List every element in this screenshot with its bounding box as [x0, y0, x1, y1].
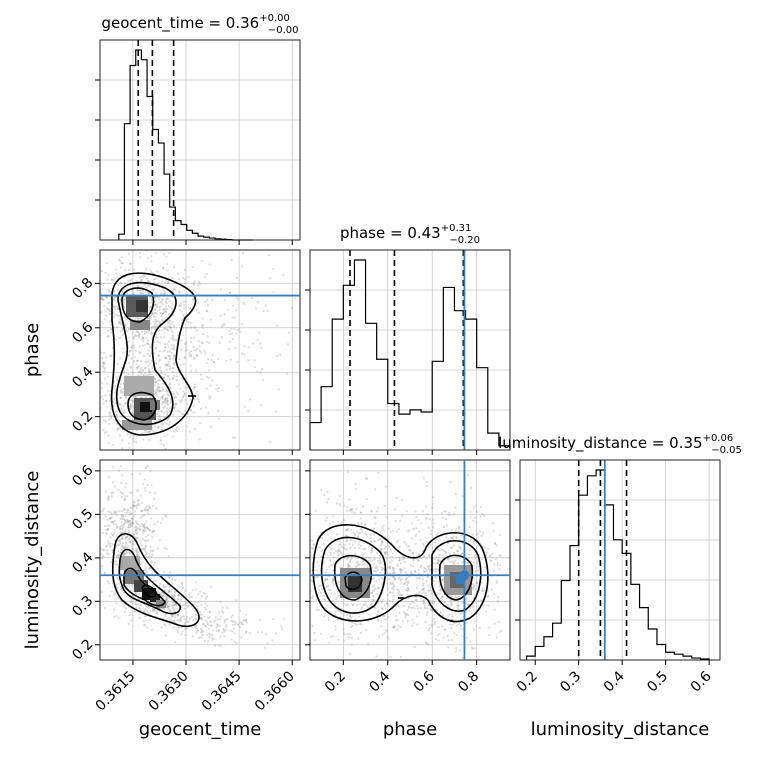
x-tick-label: 0.3 [557, 668, 584, 695]
x-tick-label: 0.3615 [93, 668, 139, 714]
y-tick-label: 0.5 [69, 506, 96, 533]
density-cell [156, 600, 166, 608]
scatter-phase-luminosity_distance [310, 460, 503, 660]
density-cell [122, 420, 152, 430]
scatter-geocent_time-luminosity_distance [100, 464, 285, 649]
grid-lines [310, 250, 510, 450]
contour-line [121, 287, 155, 323]
contour-line [123, 567, 166, 607]
contour-line [431, 540, 482, 612]
y-tick-label: 0.6 [69, 319, 96, 346]
scatter-geocent_time-phase [100, 250, 297, 450]
x-tick-label: 0.8 [455, 668, 482, 695]
y-tick-label: 0.8 [69, 275, 96, 302]
x-tick-label: 0.6 [411, 668, 438, 695]
axes-frame [309, 249, 511, 451]
x-axis-label-luminosity_distance: luminosity_distance [531, 719, 710, 740]
density-cell [120, 556, 140, 570]
contour-line [344, 571, 363, 591]
contour-line [312, 524, 489, 623]
x-tick-label: 0.3630 [146, 668, 192, 714]
histogram-geocent_time [118, 49, 254, 241]
contour-line [127, 391, 157, 421]
title-luminosity_distance: luminosity_distance = 0.35+0.06 −0.05 [498, 433, 742, 456]
y-tick-label: 0.4 [69, 549, 96, 576]
x-tick-label: 0.4 [601, 668, 628, 695]
x-tick-label: 0.3645 [199, 668, 245, 714]
axes-frame [99, 249, 301, 451]
y-axis-label-luminosity_distance: luminosity_distance [22, 471, 43, 650]
histogram-phase [309, 259, 511, 450]
density-cell [150, 594, 160, 602]
y-tick-label: 0.3 [69, 593, 96, 620]
histogram-luminosity_distance [525, 469, 710, 660]
axes-frame [309, 459, 511, 661]
density-cell [348, 576, 362, 592]
axes-frame [99, 39, 301, 241]
contour-line [333, 554, 372, 601]
contour-line [438, 554, 474, 601]
contour-line [320, 536, 387, 614]
y-axis-label-phase: phase [22, 323, 43, 377]
truth-point [459, 570, 470, 581]
contour-line [141, 584, 157, 598]
density-cell [456, 574, 464, 584]
x-axis-label-phase: phase [383, 719, 437, 740]
y-tick-label: 0.2 [69, 636, 96, 663]
contour-line [118, 548, 181, 615]
y-tick-label: 0.2 [69, 408, 96, 435]
x-axis-label-geocent_time: geocent_time [139, 719, 262, 740]
x-tick-label: 0.6 [688, 668, 715, 695]
density-cell [140, 402, 152, 412]
x-tick-label: 0.5 [644, 668, 671, 695]
density-cell [150, 400, 160, 410]
density-cell [124, 376, 154, 396]
grid-lines [520, 460, 720, 660]
title-geocent_time: geocent_time = 0.36+0.00 −0.00 [102, 13, 299, 36]
contour-line [110, 272, 197, 436]
x-tick-label: 0.2 [322, 668, 349, 695]
axes-frame [519, 459, 721, 661]
axes-frame [99, 459, 301, 661]
density-cell [130, 320, 150, 330]
density-cell [136, 300, 148, 312]
contour-line [111, 532, 200, 627]
y-tick-label: 0.6 [69, 462, 96, 489]
y-tick-label: 0.4 [69, 364, 96, 391]
grid-lines [100, 40, 300, 240]
contour-line [115, 281, 177, 426]
x-tick-label: 0.3660 [252, 668, 298, 714]
x-tick-label: 0.2 [514, 668, 541, 695]
x-tick-label: 0.4 [366, 668, 393, 695]
title-phase: phase = 0.43+0.31 −0.20 [340, 223, 480, 246]
